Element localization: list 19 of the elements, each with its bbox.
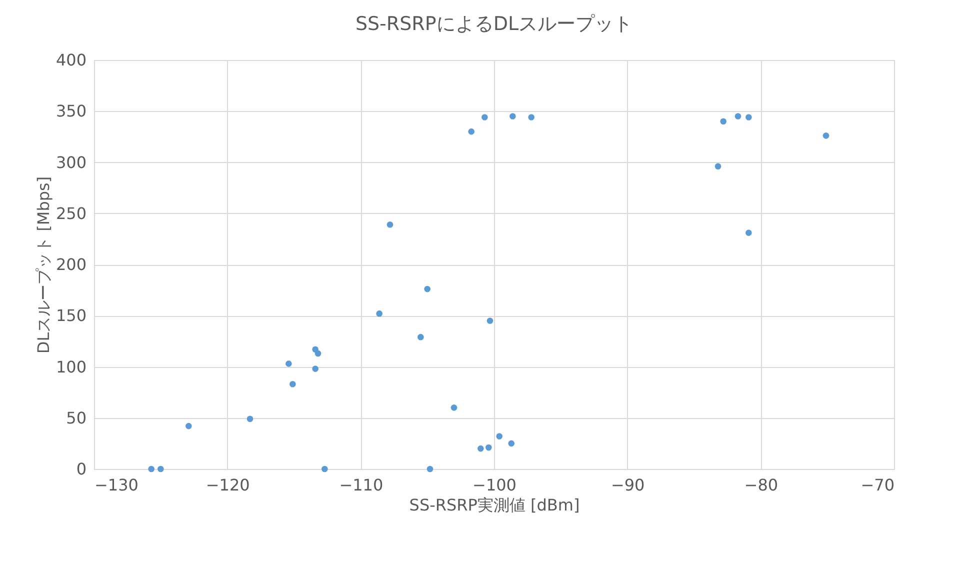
x-tick-label: −80 [744,476,778,494]
x-tick-label: −100 [472,476,516,494]
y-tick-label: 350 [56,102,86,121]
y-tick-label: 250 [56,204,86,223]
x-tick-label: −90 [610,476,645,494]
y-tick-label: 200 [56,255,86,274]
y-tick-label: 400 [56,50,86,70]
x-tick-label: −70 [860,476,894,494]
x-tick-label: −110 [339,476,384,494]
y-tick-label: 150 [56,306,86,326]
x-tick-label: −120 [206,476,250,494]
y-tick-label: 300 [56,152,86,172]
chart-title: SS-RSRPによるDLスループット [355,13,633,35]
y-tick-label: 50 [66,408,86,428]
y-tick-label: 100 [56,357,86,376]
y-tick-label: 0 [76,460,86,478]
x-tick-label: −130 [94,476,138,494]
x-axis-title: SS-RSRP実測値 [dBm] [409,496,580,514]
y-axis-title: DLスループット [Mbps] [34,176,53,354]
